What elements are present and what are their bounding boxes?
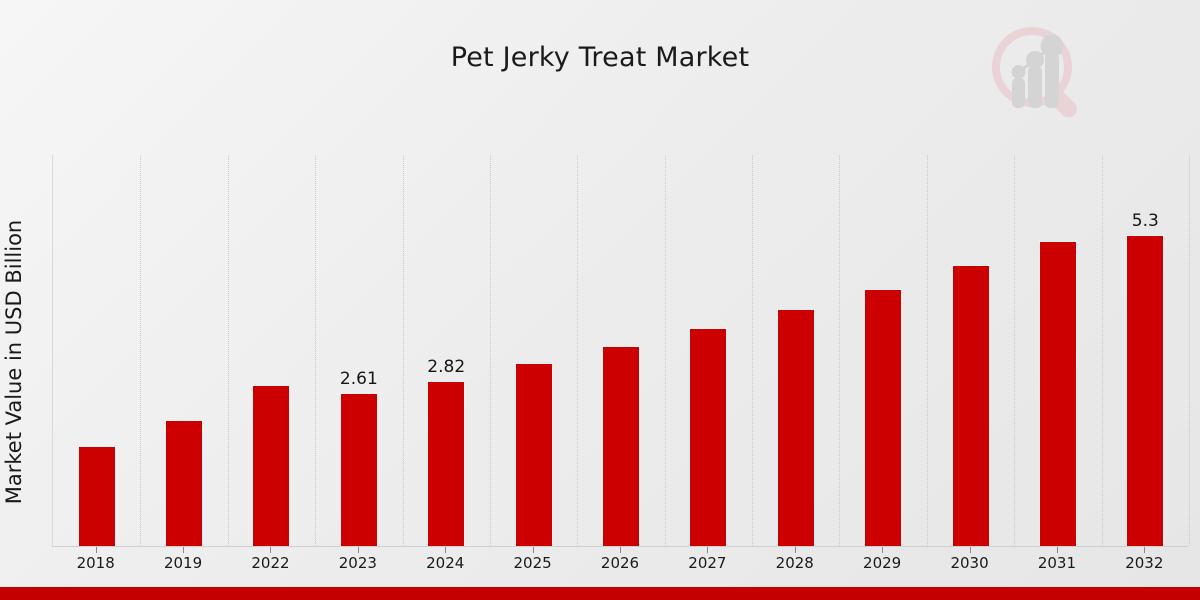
gridline [1101, 155, 1103, 546]
x-tick-label-2027: 2027 [688, 554, 727, 572]
x-axis-line [52, 546, 1188, 547]
bar-value-label-2024: 2.82 [427, 356, 466, 377]
gridline [664, 155, 666, 546]
plot-area: 2.61 2.82 5.3 [52, 155, 1190, 546]
bar-2031[interactable] [1038, 240, 1077, 546]
x-tick-2018 [95, 547, 97, 553]
gridline [1189, 155, 1190, 546]
x-tick-label-2029: 2029 [863, 554, 902, 572]
x-tick-2019 [183, 547, 185, 553]
x-tick-2032 [1144, 547, 1146, 553]
x-tick-label-2030: 2030 [950, 554, 989, 572]
gridline [752, 155, 754, 546]
x-tick-label-2031: 2031 [1037, 554, 1077, 572]
x-tick-2022 [270, 547, 272, 553]
x-tick-label-2022: 2022 [251, 554, 290, 572]
x-tick-label-2023: 2023 [338, 554, 377, 572]
bar-2022[interactable] [252, 384, 291, 546]
x-tick-label-2026: 2026 [600, 554, 640, 572]
gridline [315, 155, 317, 546]
gridline [839, 155, 841, 546]
gridline [140, 155, 142, 546]
bar-2018[interactable] [77, 446, 116, 546]
x-tick-2024 [445, 547, 447, 553]
gridline [926, 155, 928, 546]
x-tick-label-2024: 2024 [426, 554, 465, 572]
page-title: Pet Jerky Treat Market [450, 42, 750, 73]
gridline [227, 155, 229, 546]
bar-value-label-2032: 5.3 [1131, 211, 1159, 232]
y-axis-label: Market Value in USD Billion [2, 219, 26, 505]
bar-2027[interactable] [689, 327, 728, 546]
x-tick-label-2032: 2032 [1125, 554, 1164, 572]
gridline [402, 155, 404, 546]
x-tick-2026 [620, 547, 621, 553]
bar-2023[interactable] [339, 393, 378, 546]
gridline [577, 155, 579, 546]
x-tick-2031 [1056, 547, 1058, 553]
gridline [489, 155, 491, 546]
x-tick-label-2019: 2019 [163, 554, 203, 572]
bar-2024[interactable] [427, 380, 466, 546]
x-tick-2030 [969, 547, 971, 553]
bar-2029[interactable] [864, 289, 903, 546]
x-tick-2028 [794, 547, 796, 553]
gridline [1014, 155, 1016, 546]
x-tick-2029 [882, 547, 884, 553]
x-tick-label-2025: 2025 [513, 554, 552, 572]
magnifier-bar-chart-logo-icon [984, 22, 1088, 122]
footer-accent-bar [0, 587, 1200, 600]
x-tick-label-2018: 2018 [76, 554, 115, 572]
bar-2026[interactable] [602, 345, 640, 546]
x-tick-2023 [357, 547, 359, 553]
x-tick-label-2028: 2028 [775, 554, 814, 572]
x-tick-2025 [532, 547, 534, 553]
bar-2032[interactable] [1126, 235, 1165, 546]
bar-value-label-2023: 2.61 [339, 369, 378, 389]
bar-2028[interactable] [776, 309, 815, 546]
bar-2030[interactable] [951, 265, 990, 546]
bar-2025[interactable] [514, 363, 553, 546]
x-tick-2027 [707, 547, 709, 553]
bar-2019[interactable] [165, 419, 204, 546]
